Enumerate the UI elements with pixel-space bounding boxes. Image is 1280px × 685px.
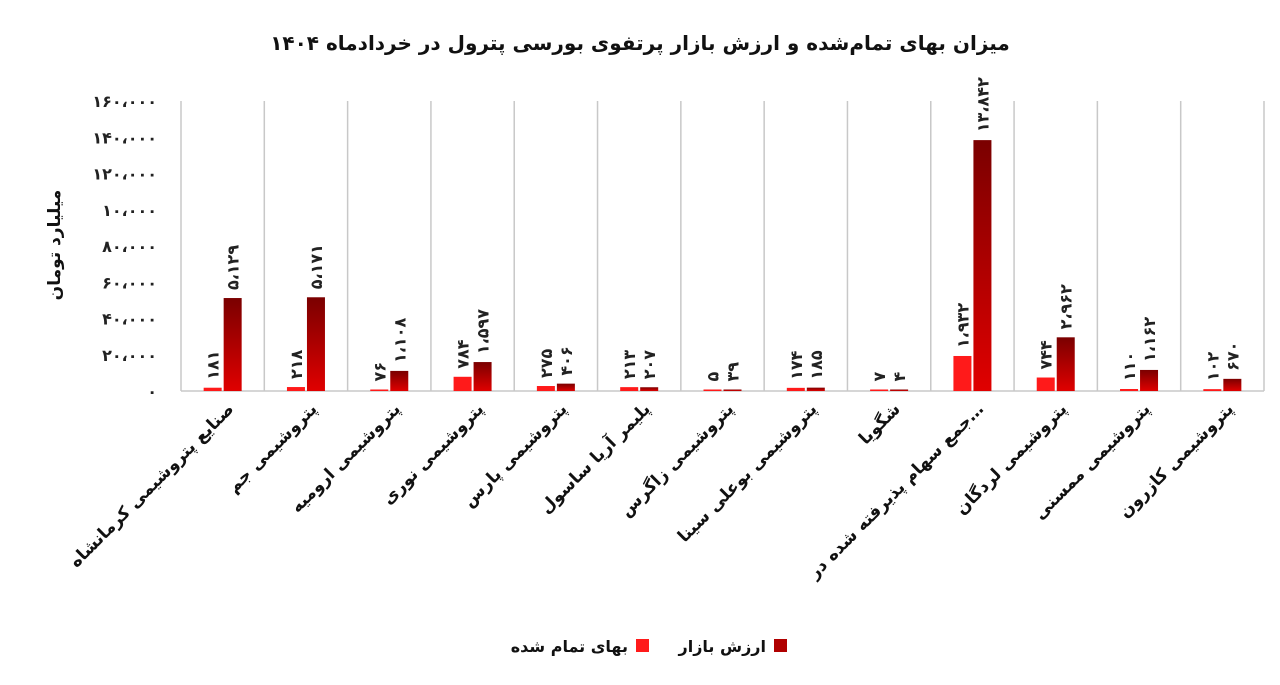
bars [203,140,1242,391]
category-label: صنایع پتروشیمی کرمانشاه [66,399,238,571]
bar-market-4 [556,383,575,391]
data-label: ۱۸۵ [807,350,826,380]
category-label: جمع سهام پذیرفته شده در… [804,399,988,583]
y-tick-label: ۱۴۰،۰۰۰ [92,128,157,147]
data-label: ۵،۱۷۱ [307,244,326,289]
data-label: ۲،۹۶۲ [1057,284,1076,329]
y-tick-label: ۸۰،۰۰۰ [102,237,157,256]
category-label: شگویا [854,399,904,449]
bar-market-6 [723,389,742,391]
category-label: پتروشیمی بوعلی سینا [674,399,821,546]
data-label: ۱۸۱ [204,350,223,379]
bar-market-1 [306,297,325,391]
data-label: ۱،۵۹۷ [474,309,493,354]
bar-cost-4 [536,386,555,391]
bar-cost-7 [786,387,805,391]
data-label: ۱،۹۳۲ [953,303,972,348]
data-label: ۱۳،۸۴۲ [973,77,992,132]
data-label: ۲۰۷ [640,350,659,380]
bar-cost-0 [203,387,222,391]
y-tick-label: ۰ [147,382,157,401]
chart-title: میزان بهای تمام‌شده و ارزش بازار پرتفوی … [270,31,1010,56]
y-tick-label: ۲۰،۰۰۰ [102,346,157,365]
data-label: ۲۷۵ [537,348,556,378]
legend-swatch [636,639,649,652]
bar-cost-12 [1203,389,1222,391]
bar-cost-5 [620,387,639,391]
data-label: ۵،۱۲۹ [224,245,243,290]
bar-market-10 [1056,337,1075,391]
bar-market-12 [1223,378,1242,391]
data-label: ۲۱۳ [620,350,639,380]
bar-cost-9 [953,355,972,391]
bar-market-11 [1140,369,1159,391]
bar-cost-3 [453,376,472,391]
data-label: ۵ [704,372,723,382]
legend-label: بهای تمام شده [511,637,628,656]
data-label: ۷ [870,372,889,382]
bar-market-8 [890,389,909,391]
bar-cost-8 [870,389,889,391]
data-label: ۱۷۴ [787,350,806,380]
data-label: ۴ [890,372,909,382]
grid [180,101,1265,392]
bar-market-0 [223,298,242,391]
bar-market-2 [390,370,409,391]
legend-swatch [774,639,787,652]
legend-label: ارزش بازار [678,637,766,656]
data-label: ۱۱۰ [1120,352,1139,381]
data-label: ۱،۱۰۸ [390,318,409,363]
y-tick-label: ۱۶۰،۰۰۰ [92,92,157,111]
bar-market-7 [806,387,825,391]
bar-cost-1 [286,387,305,391]
bar-market-5 [640,387,659,391]
data-label: ۷۶ [370,362,389,382]
bar-cost-6 [703,389,722,391]
y-axis-ticks: ۰ ۲۰،۰۰۰ ۴۰،۰۰۰ ۶۰،۰۰۰ ۸۰،۰۰۰ ۱۰،۰۰۰ ۱۲۰،۰۰۰ ۱۴… [92,92,157,401]
legend: ارزش بازار بهای تمام شده [511,637,787,656]
bar-cost-2 [370,389,389,391]
data-label: ۴۰۶ [557,346,576,375]
y-axis-label: میلیارد تومان [45,190,65,301]
data-label: ۷۸۴ [454,339,473,369]
bar-cost-10 [1036,377,1055,391]
data-label: ۳۹ [724,362,743,382]
bar-market-3 [473,362,492,391]
data-label: ۶۷۰ [1223,342,1242,371]
data-label: ۱،۱۶۲ [1140,317,1159,362]
y-tick-label: ۶۰،۰۰۰ [102,273,157,292]
bar-market-9 [973,140,992,391]
data-label: ۷۴۴ [1037,340,1056,370]
y-tick-label: ۱۲۰،۰۰۰ [92,165,157,184]
data-label: ۲۱۸ [287,350,306,380]
data-label: ۱۰۲ [1203,352,1222,382]
y-tick-label: ۱۰،۰۰۰ [102,201,157,220]
y-tick-label: ۴۰،۰۰۰ [102,310,157,329]
bar-cost-11 [1120,389,1139,391]
